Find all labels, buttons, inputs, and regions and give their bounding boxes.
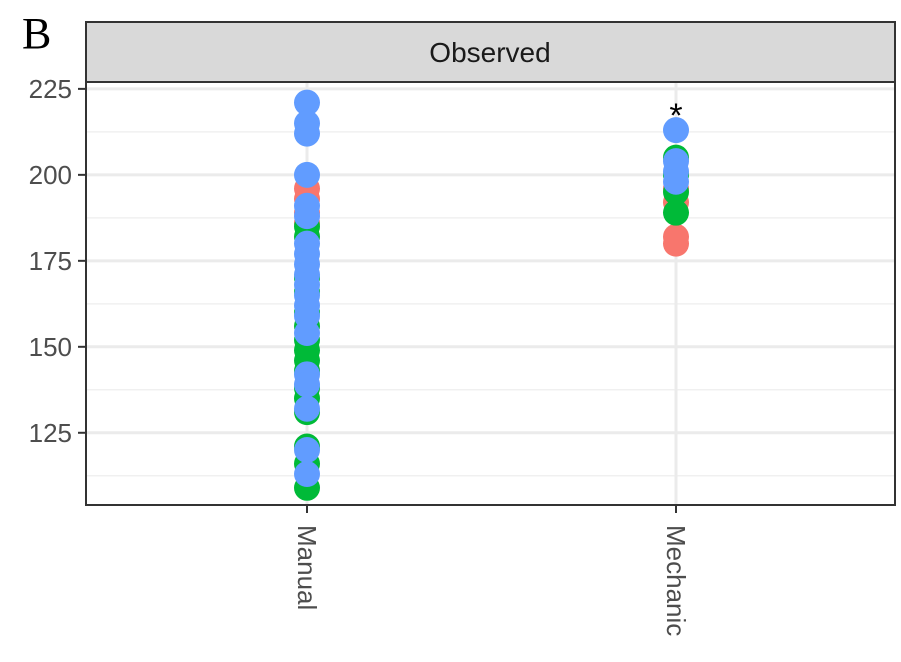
data-point (294, 320, 320, 347)
significance-marker: * (669, 97, 682, 135)
data-point (663, 230, 689, 257)
data-point (663, 117, 689, 144)
data-points (294, 89, 689, 501)
data-point (663, 168, 689, 195)
data-point (294, 203, 320, 230)
plot-background (86, 82, 895, 505)
facet-strip (85, 21, 896, 83)
data-point (294, 436, 320, 463)
data-point (294, 161, 320, 188)
y-tick-label: 175 (29, 246, 72, 276)
panel-label: B (22, 9, 52, 58)
y-tick-label: 125 (29, 418, 72, 448)
data-point (294, 395, 320, 422)
data-point (663, 199, 689, 226)
x-tick-label: Manual (292, 525, 322, 610)
annotations: * (669, 97, 682, 135)
facet-label: Observed (429, 37, 550, 68)
data-point (294, 371, 320, 398)
data-point (294, 120, 320, 147)
x-tick-label: Mechanic (661, 525, 691, 636)
data-point (294, 461, 320, 488)
y-tick-label: 150 (29, 332, 72, 362)
axes: 125 150 175 200 225 Manual Mechanic (29, 74, 691, 636)
y-tick-label: 200 (29, 160, 72, 190)
y-tick-label: 225 (29, 74, 72, 104)
data-point (294, 89, 320, 116)
